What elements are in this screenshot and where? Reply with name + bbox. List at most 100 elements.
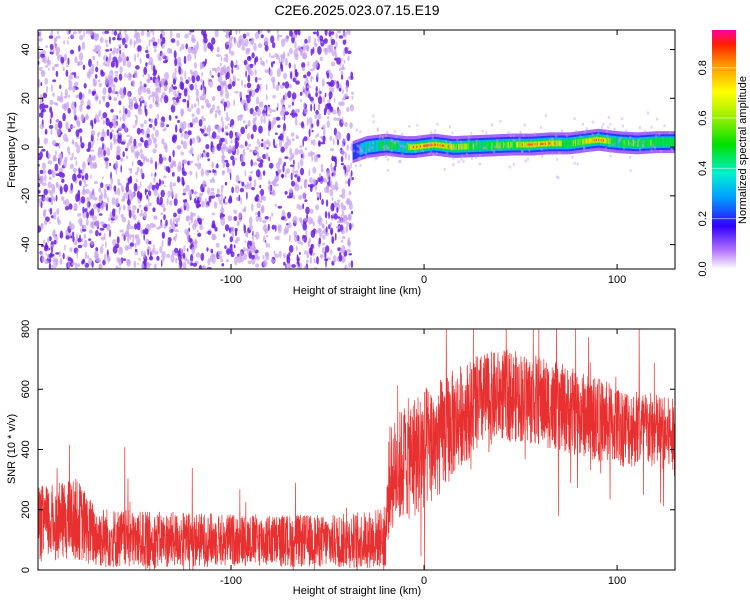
noise-speckle [51,66,56,71]
noise-speckle [193,70,198,77]
noise-speckle [131,80,135,88]
noise-speckle [125,147,128,152]
noise-speckle [280,61,283,70]
noise-speckle [65,101,69,110]
noise-speckle [307,216,313,225]
noise-speckle [126,61,132,68]
noise-speckle [323,128,326,137]
signal-band-cell [403,142,406,152]
noise-speckle [344,151,347,161]
noise-speckle [272,94,276,99]
snr-x-tick-label: 100 [608,575,626,587]
halo-speckle [358,144,361,149]
noise-speckle [289,48,293,55]
noise-speckle [256,202,261,209]
halo-speckle [366,156,370,160]
noise-speckle [81,224,87,231]
spectrogram-x-tick-label: -100 [220,274,242,286]
halo-speckle [512,139,516,143]
signal-band-cell [448,143,451,150]
noise-speckle [94,114,98,120]
signal-band-cell [591,138,593,143]
noise-speckle [200,168,205,177]
snr-y-tick-label: 400 [20,440,32,458]
noise-speckle [118,100,122,106]
noise-speckle [113,185,117,192]
noise-speckle [246,147,250,150]
signal-band-cell [660,138,663,147]
noise-speckle [179,81,184,90]
noise-speckle [233,216,238,221]
noise-speckle [152,30,155,37]
noise-speckle [256,83,260,91]
noise-speckle [189,149,192,154]
noise-speckle [52,92,55,97]
noise-speckle [130,144,135,153]
noise-speckle [75,262,78,269]
noise-speckle [143,211,147,220]
noise-speckle [89,30,94,36]
noise-speckle [78,180,82,187]
noise-speckle [293,159,295,166]
noise-speckle [257,210,261,218]
halo-speckle [652,144,655,148]
noise-speckle [70,235,73,239]
noise-speckle [220,155,226,159]
noise-speckle [245,94,249,99]
noise-speckle [123,192,126,200]
noise-speckle [181,43,185,50]
spectrogram-y-tick-label: -20 [20,188,32,204]
noise-speckle [260,115,263,124]
figure-title: C2E6.2025.023.07.15.E19 [274,2,439,18]
noise-speckle [211,67,216,72]
halo-speckle [642,140,645,144]
halo-speckle [448,125,452,129]
noise-speckle [277,33,280,42]
noise-speckle [251,235,254,241]
noise-speckle [118,73,123,81]
noise-speckle [113,77,118,83]
noise-speckle [118,246,123,255]
noise-speckle [39,112,41,118]
noise-speckle [318,88,321,97]
noise-speckle [258,141,261,148]
noise-speckle [174,193,178,200]
noise-speckle [38,225,42,233]
noise-speckle [53,240,57,245]
noise-speckle [242,253,248,261]
halo-speckle [478,162,482,166]
noise-speckle [47,181,52,189]
signal-band-cell [421,144,423,149]
noise-speckle [341,209,344,217]
noise-speckle [94,162,97,169]
noise-speckle [129,175,133,184]
noise-speckle [277,124,281,128]
noise-speckle [78,60,83,66]
signal-band-cell [364,141,366,154]
signal-band-cell [468,142,470,151]
halo-speckle [391,139,394,143]
noise-speckle [351,95,354,100]
noise-speckle [149,76,153,81]
noise-speckle [299,251,301,256]
noise-speckle [89,210,92,216]
halo-speckle [555,134,558,138]
noise-speckle [266,113,271,117]
noise-speckle [53,198,56,202]
noise-speckle [267,223,270,231]
noise-speckle [286,254,289,262]
noise-speckle [59,257,63,265]
halo-speckle [418,134,421,138]
noise-speckle [330,222,333,225]
noise-speckle [288,62,291,69]
noise-speckle [293,77,296,83]
signal-band-cell [478,141,481,151]
noise-speckle [304,147,308,151]
noise-speckle [108,79,111,88]
signal-band-cell [379,141,381,150]
noise-speckle [321,78,325,87]
signal-band-cell [492,141,495,150]
noise-speckle [72,231,75,237]
halo-speckle [443,167,446,171]
noise-speckle [242,148,246,157]
